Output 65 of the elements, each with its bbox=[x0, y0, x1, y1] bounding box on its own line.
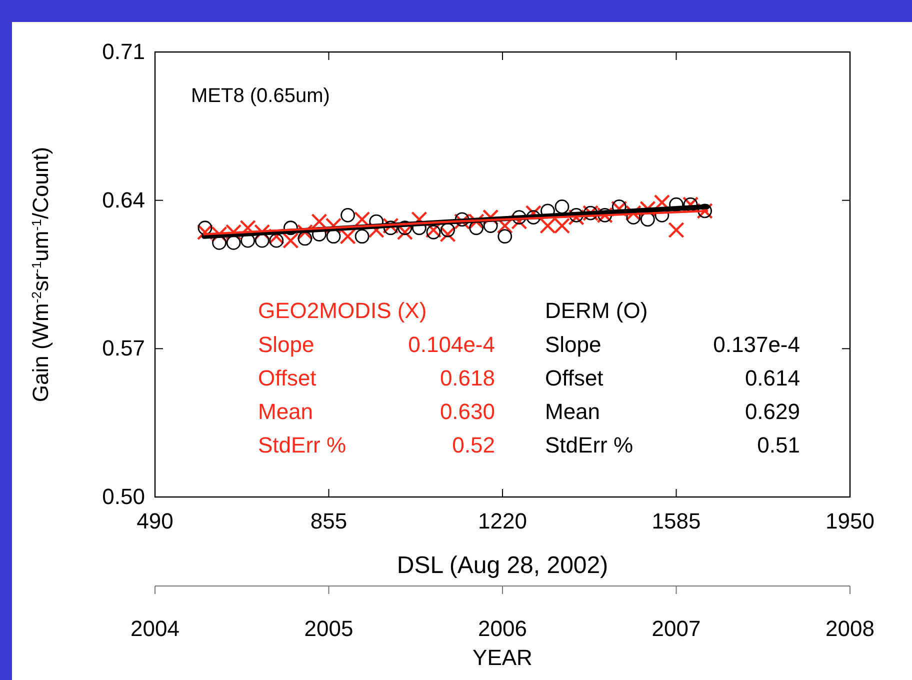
point bbox=[512, 210, 526, 224]
annotation: StdErr % bbox=[258, 432, 346, 458]
annotation: Offset bbox=[258, 366, 316, 390]
point bbox=[354, 229, 370, 244]
x2-tick-label: 2008 bbox=[826, 616, 874, 641]
point bbox=[325, 218, 342, 234]
x-axis-title: DSL (Aug 28, 2002) bbox=[396, 552, 608, 579]
point bbox=[296, 224, 314, 240]
point bbox=[282, 232, 299, 249]
x-tick-label: 1950 bbox=[826, 508, 874, 534]
y-tick-label: 0.64 bbox=[102, 187, 145, 212]
point bbox=[482, 209, 499, 226]
x2-tick-label: 2005 bbox=[304, 616, 354, 641]
annotation: GEO2MODIS (X) bbox=[258, 298, 427, 323]
point bbox=[326, 229, 341, 244]
y-tick-label: 0.71 bbox=[102, 39, 145, 64]
annotation: StdErr % bbox=[545, 432, 634, 458]
annotation: Mean bbox=[258, 399, 314, 424]
point bbox=[198, 220, 212, 236]
x2-axis-title: YEAR bbox=[472, 645, 532, 670]
point bbox=[526, 210, 541, 224]
y-tick-label: 0.57 bbox=[102, 336, 145, 361]
point bbox=[382, 218, 399, 234]
annotation: Offset bbox=[545, 366, 604, 390]
point bbox=[498, 229, 512, 244]
annotation: 0.137e-4 bbox=[713, 332, 800, 357]
annotation: MET8 (0.65um) bbox=[191, 85, 330, 107]
point bbox=[469, 220, 484, 236]
point bbox=[340, 208, 355, 222]
annotation: 0.52 bbox=[452, 432, 495, 458]
point bbox=[668, 222, 684, 238]
annotation: 0.630 bbox=[440, 399, 495, 424]
annotation: 0.104e-4 bbox=[408, 332, 495, 357]
point bbox=[368, 222, 384, 238]
x-tick-label: 1585 bbox=[652, 508, 701, 534]
x2-tick-label: 2007 bbox=[652, 616, 701, 641]
point bbox=[254, 233, 270, 248]
x-tick-label: 490 bbox=[136, 508, 174, 534]
point bbox=[569, 208, 584, 222]
annotation: 0.614 bbox=[744, 366, 800, 390]
annotation: Slope bbox=[258, 332, 314, 357]
point bbox=[269, 233, 284, 248]
x2-tick-label: 2004 bbox=[130, 616, 180, 641]
annotation: Mean bbox=[545, 399, 600, 424]
point bbox=[212, 236, 226, 250]
point bbox=[383, 220, 398, 236]
point bbox=[440, 226, 456, 242]
point bbox=[554, 199, 570, 214]
point bbox=[283, 220, 298, 236]
x-tick-label: 855 bbox=[310, 508, 348, 534]
point bbox=[226, 236, 241, 250]
x-tick-label: 1220 bbox=[478, 508, 527, 534]
x2-tick-label: 2006 bbox=[478, 616, 527, 641]
annotation: Slope bbox=[545, 332, 602, 357]
annotation: 0.629 bbox=[744, 399, 800, 424]
point bbox=[298, 231, 312, 246]
point bbox=[254, 224, 270, 240]
point bbox=[426, 224, 441, 240]
point bbox=[440, 222, 455, 238]
point bbox=[511, 213, 528, 230]
annotation: 0.51 bbox=[757, 432, 800, 458]
point bbox=[340, 228, 356, 244]
y-tick-label: 0.50 bbox=[102, 484, 145, 510]
annotation: 0.618 bbox=[440, 366, 495, 390]
annotation: DERM (O) bbox=[545, 298, 648, 323]
